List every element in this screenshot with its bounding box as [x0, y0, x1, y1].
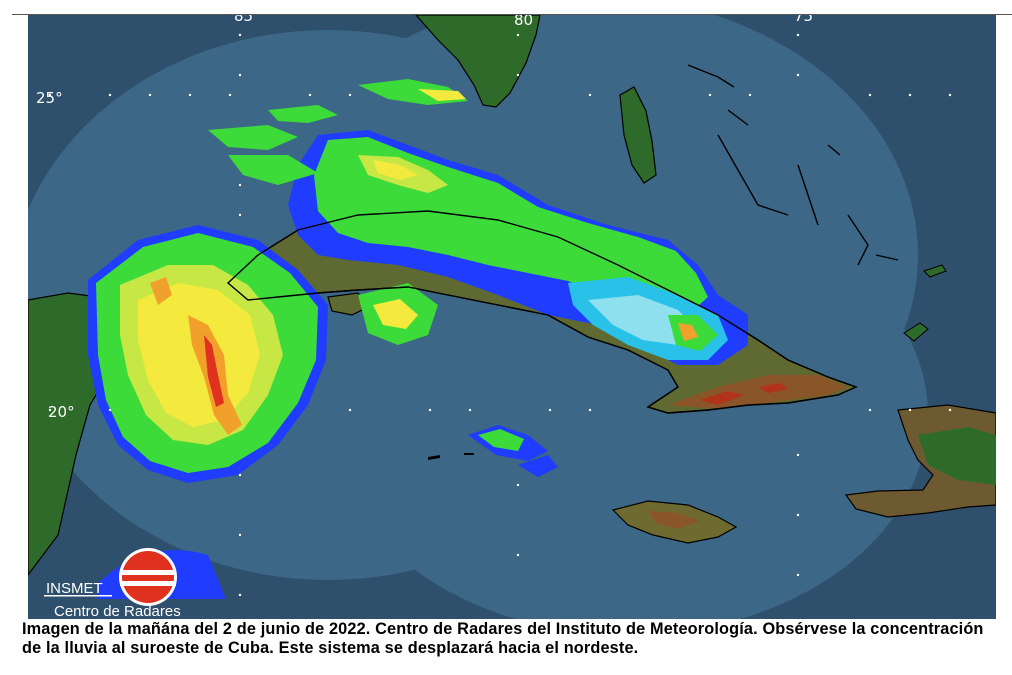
isla-juventud: [327, 292, 369, 316]
andros-island: [619, 86, 657, 184]
logo-org: INSMET: [46, 580, 103, 597]
radar-map: 85 80 75 25° 20° INSMET Centro de Radare…: [28, 15, 996, 619]
lat-label-20: 20°: [48, 403, 75, 421]
lon-label-85: 85: [234, 15, 253, 25]
rain-scattered-north: [208, 79, 468, 185]
logo-subtitle: Centro de Radares: [54, 603, 181, 619]
graticule-dots: [48, 33, 952, 597]
insmet-logo: INSMET Centro de Radares: [44, 548, 226, 619]
florida-land: [415, 15, 541, 108]
bahamas-cays: [687, 64, 899, 266]
cuba-coastline: [226, 210, 858, 414]
rain-bands-north: [288, 130, 748, 365]
lat-label-25: 25°: [36, 89, 63, 107]
lon-label-75: 75: [794, 15, 813, 25]
rain-system-southwest: [88, 225, 328, 483]
image-caption: Imagen de la mañána del 2 de junio de 20…: [22, 620, 984, 657]
lon-label-80: 80: [514, 15, 533, 29]
cayman-islands: [428, 453, 474, 460]
